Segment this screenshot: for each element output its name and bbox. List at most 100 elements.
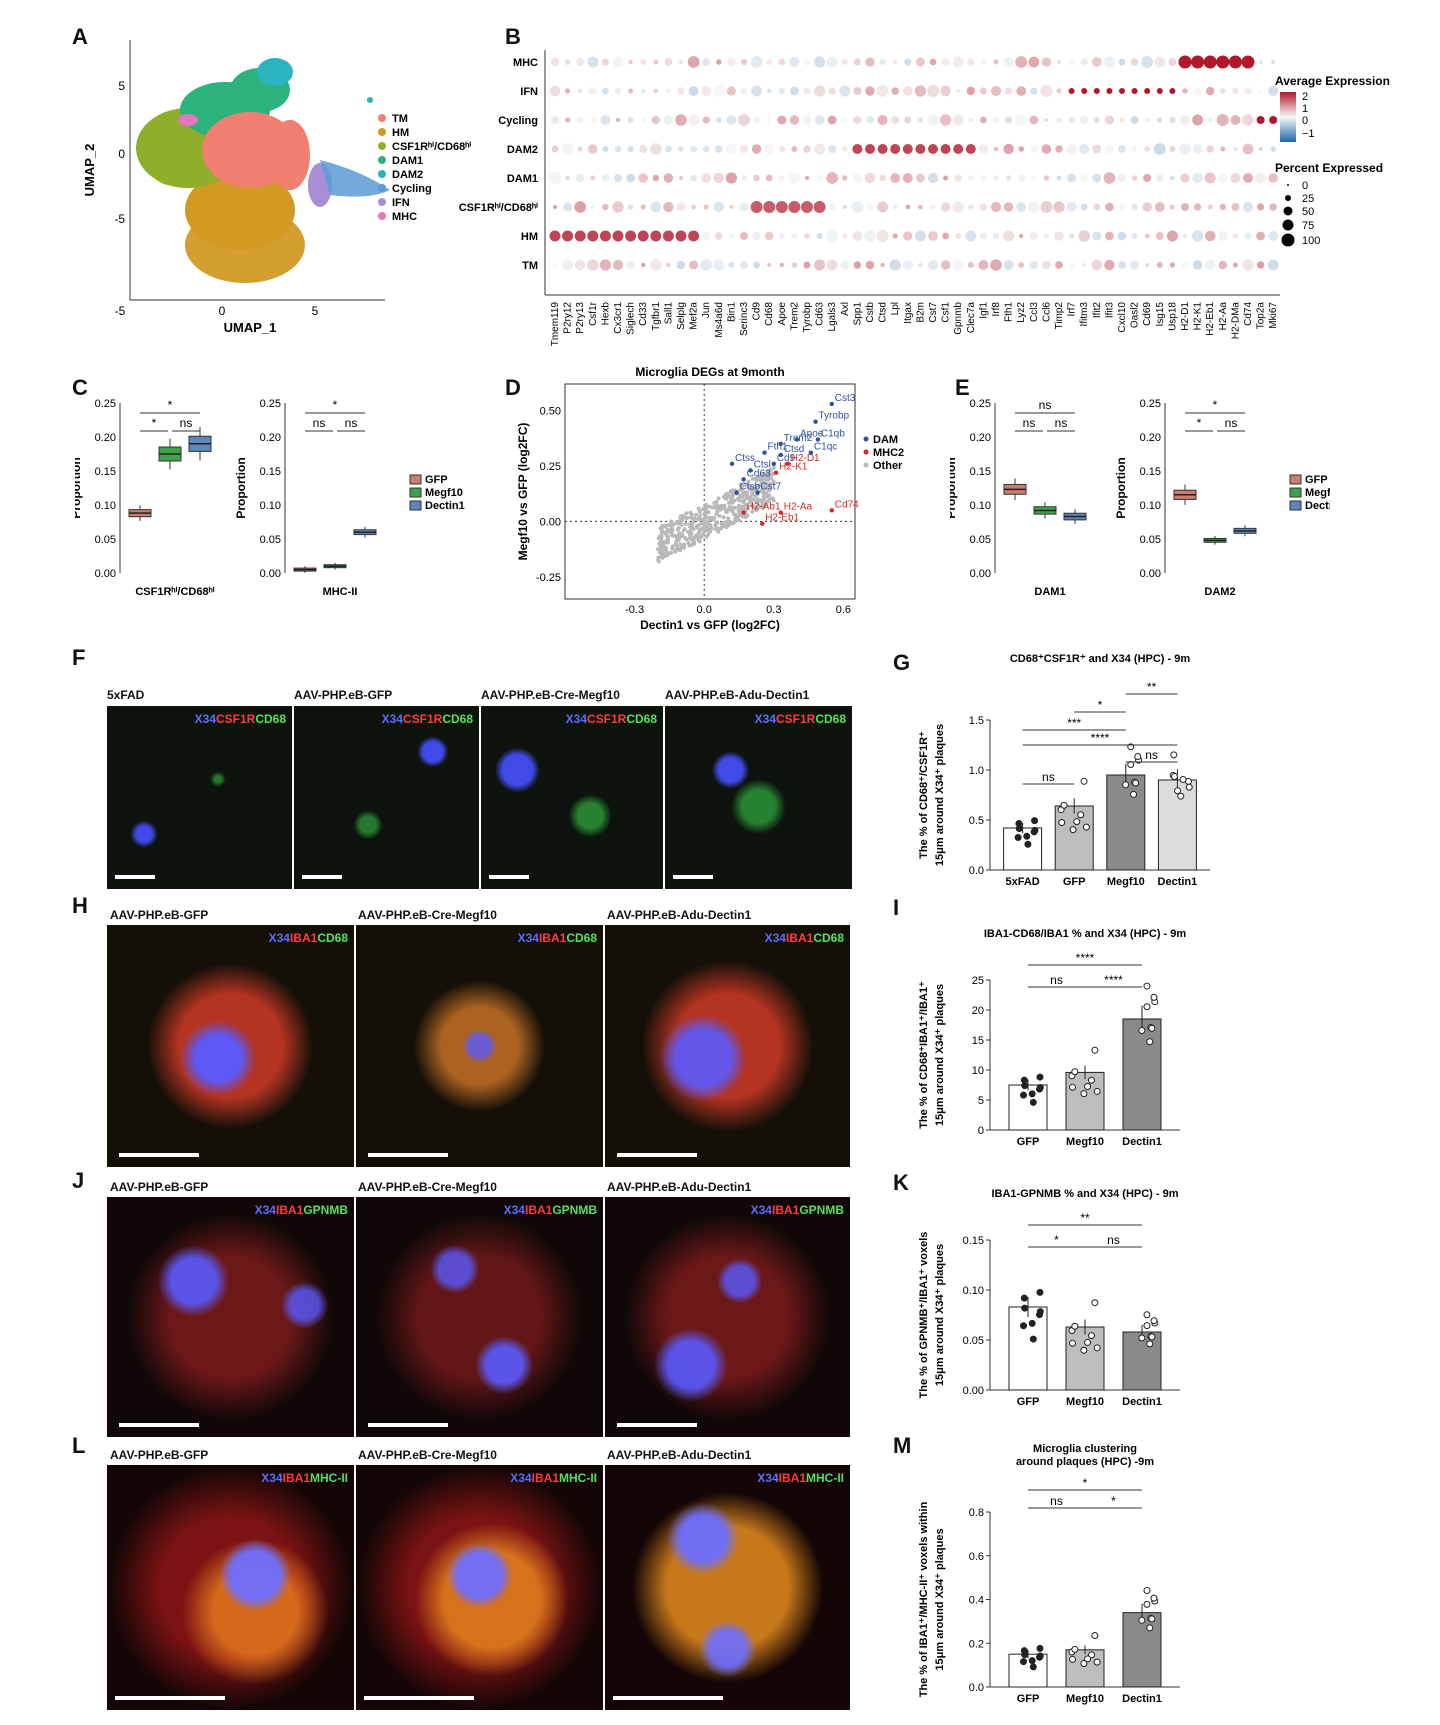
dotplot-dot: [891, 87, 899, 95]
bar-title: IBA1-GPNMB % and X34 (HPC) - 9m: [991, 1188, 1178, 1200]
axis-tick: 0.5: [969, 815, 984, 827]
dotplot-dot: [952, 56, 964, 68]
umap-xlabel: UMAP_1: [224, 320, 277, 335]
scatter-point: [664, 553, 669, 558]
sig-label: ns: [1023, 416, 1036, 430]
dotplot-dot: [892, 59, 898, 65]
sig-label: *: [1213, 398, 1218, 412]
dotplot-dot: [879, 59, 886, 65]
dotplot-dot: [1232, 233, 1239, 239]
bar-datapoint: [1020, 1658, 1028, 1666]
dotplot-dot: [767, 262, 772, 268]
axis-tick: 0: [978, 1125, 984, 1137]
dotplot-dot: [801, 201, 813, 213]
scatter-point: [656, 547, 661, 552]
sig-label: *: [1111, 1494, 1116, 1508]
panel-label-c: C: [72, 375, 88, 400]
scatter-point: [661, 540, 666, 545]
scatter-point-C1qc: [808, 450, 814, 455]
axis-xlabel: DAM1: [1034, 586, 1065, 598]
dotplot-dot: [791, 146, 798, 152]
scatter-point: [690, 524, 695, 529]
dotplot-dot: [574, 259, 586, 271]
dotplot-dot: [953, 144, 964, 154]
dotplot-dot: [980, 232, 987, 240]
dotplot-dot: [852, 144, 863, 154]
umap-xtick: 0: [219, 304, 226, 318]
dotplot-dot: [640, 59, 647, 65]
dotplot-gene-label: Serinc3: [739, 302, 750, 336]
bar-GFP: [1054, 805, 1094, 871]
dotplot-dot: [1154, 202, 1165, 212]
scatter-point-Cd63: [741, 477, 746, 482]
dotplot-dot: [1080, 174, 1089, 182]
scatter-point: [725, 491, 730, 496]
dotplot-dot: [966, 86, 975, 96]
dotplot-gene-label: Top2a: [1256, 302, 1267, 330]
dotplot-dot: [625, 230, 637, 242]
dotplot-dot: [612, 230, 624, 242]
dotplot-dot: [1131, 203, 1138, 211]
scatter-point: [767, 497, 772, 502]
scatter-point: [731, 521, 736, 526]
dotplot-row-label: DAM1: [507, 173, 538, 185]
scatter-point: [703, 513, 708, 518]
bar-datapoint: [1148, 1024, 1156, 1032]
bar-category: Dectin1: [1122, 1396, 1162, 1408]
scatter-point: [699, 521, 704, 526]
dotplot-dot: [615, 117, 621, 123]
bar-datapoint: [1170, 751, 1178, 759]
dotplot-dot: [753, 116, 760, 124]
bar-datapoint: [1122, 781, 1130, 789]
bar-datapoint: [1020, 1322, 1028, 1330]
scatter-point: [686, 540, 691, 545]
dotplot-dot: [1155, 232, 1164, 240]
dotplot-dot: [826, 230, 838, 242]
dotplot-dot: [676, 202, 686, 212]
dotplot-dot: [827, 115, 837, 125]
dotplot-dot: [677, 87, 685, 95]
sig-label: ns: [1039, 398, 1052, 412]
dotplot-dot: [1043, 175, 1050, 181]
scatter-label: H2-Ab1: [747, 502, 781, 513]
scatter-point: [704, 528, 709, 533]
dotplot-dot: [1041, 144, 1052, 154]
dotplot-dot: [663, 115, 673, 125]
dotplot-dot: [1056, 175, 1062, 181]
dotplot-dot: [904, 58, 912, 66]
scatter-point: [750, 492, 755, 497]
axis-ylabel: The % of CD68⁺IBA1⁺/IBA1⁺: [918, 981, 930, 1129]
dotplot-dot: [777, 115, 787, 125]
dotplot-dot: [940, 85, 951, 97]
dotplot-dot: [1003, 56, 1014, 68]
dotplot-dot: [675, 114, 687, 126]
axis-tick: 0.05: [95, 534, 116, 546]
scatter-point: [694, 512, 699, 517]
dotplot-gene-label: Mki67: [1268, 302, 1279, 329]
dotplot-dot: [1130, 260, 1139, 270]
dotplot-dot: [778, 146, 785, 152]
dotplot-dot: [968, 175, 974, 181]
axis-xlabel: Dectin1 vs GFP (log2FC): [640, 618, 780, 632]
dotplot-dot: [552, 262, 558, 268]
axis-tick: -0.3: [625, 604, 644, 616]
dotplot-dot: [1228, 55, 1242, 69]
scatter-point: [712, 505, 717, 510]
dotplot-dot: [726, 115, 737, 125]
legend-tm: TM: [392, 113, 408, 125]
legend-cycling: Cycling: [392, 183, 432, 195]
sig-label: ns: [1225, 416, 1238, 430]
dotplot-gene-label: P2ry13: [575, 302, 586, 334]
scatter-point: [771, 465, 776, 470]
bar-category: GFP: [1063, 876, 1086, 888]
dotplot-dot: [829, 203, 836, 211]
scatter-point: [750, 509, 755, 514]
bar-datapoint: [1134, 753, 1142, 761]
bar-Megf10: [1065, 1326, 1105, 1391]
dotplot-dot: [650, 259, 662, 271]
bar-datapoint: [1071, 1322, 1079, 1330]
dotplot-dot: [841, 146, 848, 152]
dotplot-dot: [1044, 117, 1049, 123]
scatter-point: [670, 533, 675, 538]
scatter-point: [732, 512, 737, 517]
